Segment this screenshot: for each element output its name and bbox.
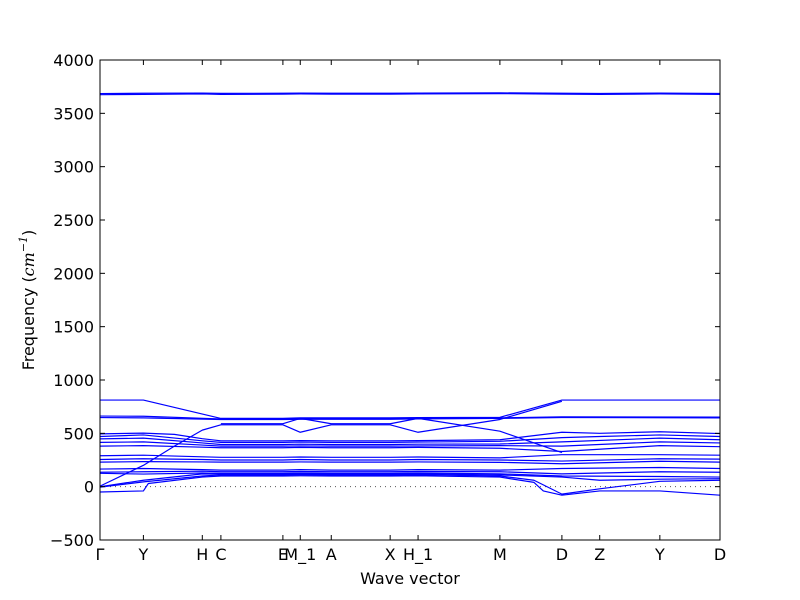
band-line-1 xyxy=(100,93,720,96)
band-line-13 xyxy=(100,460,720,465)
x-tick-label: M xyxy=(493,545,507,564)
y-tick-label: 500 xyxy=(63,424,94,443)
phonon-bands xyxy=(100,92,720,496)
x-tick-label: D xyxy=(556,545,568,564)
band-line-11 xyxy=(100,454,720,459)
band-line-15 xyxy=(100,470,720,475)
y-tick-label: 4000 xyxy=(53,51,94,70)
y-tick-label: 1000 xyxy=(53,371,94,390)
band-line-16 xyxy=(100,472,720,478)
band-line-6 xyxy=(100,431,720,442)
band-line-3 xyxy=(100,399,720,419)
plot-area-frame xyxy=(99,59,721,541)
band-line-20 xyxy=(100,400,563,487)
x-tick-label: C xyxy=(215,545,226,564)
band-line-19 xyxy=(100,475,720,496)
band-line-17 xyxy=(100,473,720,488)
y-axis-ticks: −500 0 500 1000 1500 2000 2500 3000 3500 4000 xyxy=(50,51,720,550)
y-tick-label: −500 xyxy=(50,531,94,550)
y-tick-label: 1500 xyxy=(53,318,94,337)
band-line-7 xyxy=(100,434,720,443)
x-tick-label: Γ xyxy=(96,545,105,564)
x-tick-label: A xyxy=(326,545,337,564)
x-tick-label: E xyxy=(278,545,288,564)
y-tick-label: 2500 xyxy=(53,211,94,230)
y-tick-label: 3000 xyxy=(53,158,94,177)
x-tick-label: H xyxy=(196,545,208,564)
y-axis-label: Frequency (cm−1) xyxy=(17,230,38,371)
y-tick-label: 2000 xyxy=(53,264,94,283)
band-line-21 xyxy=(220,417,563,454)
x-tick-label: Y xyxy=(138,545,149,564)
x-tick-label: M_1 xyxy=(284,545,316,565)
x-tick-label: Z xyxy=(594,545,605,564)
band-line-14 xyxy=(100,466,720,471)
x-tick-label: Y xyxy=(654,545,665,564)
x-axis-label: Wave vector xyxy=(360,569,460,588)
band-line-4 xyxy=(100,415,720,420)
band-line-18 xyxy=(100,474,720,495)
band-line-8 xyxy=(100,437,720,446)
y-tick-label: 3500 xyxy=(53,104,94,123)
band-line-10 xyxy=(100,445,720,453)
x-tick-label: H_1 xyxy=(403,545,433,565)
band-line-5 xyxy=(100,416,720,421)
band-line-2 xyxy=(100,92,720,95)
y-tick-label: 0 xyxy=(84,478,94,497)
band-line-12 xyxy=(100,458,720,462)
x-axis-ticks: Γ Y H C EM_1 A X H_1 M D Z Y D xyxy=(96,60,726,565)
band-line-9 xyxy=(100,441,720,447)
x-tick-label: X xyxy=(385,545,396,564)
x-tick-label: D xyxy=(714,545,726,564)
